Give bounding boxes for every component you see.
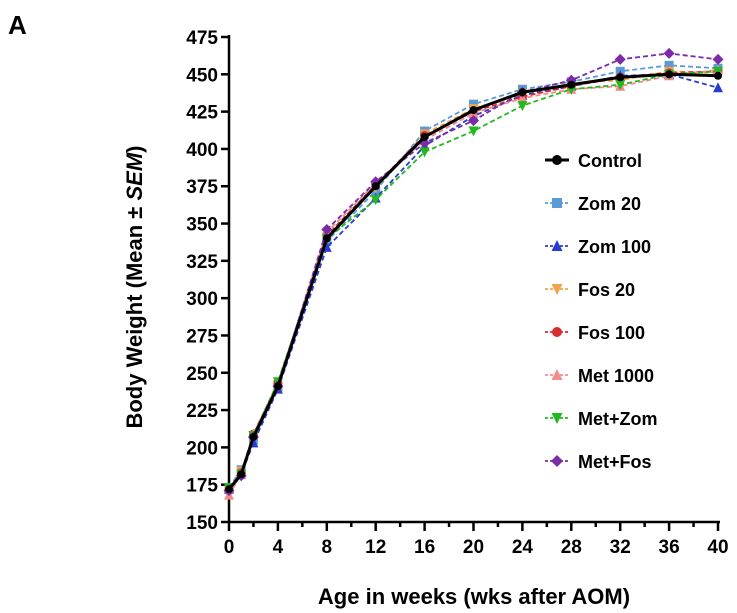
legend-marker bbox=[551, 240, 563, 251]
y-tick-label: 150 bbox=[186, 513, 218, 534]
x-axis: 0 4 8 12 16 20 24 28 32 36 40 bbox=[224, 520, 729, 558]
data-point-met-zom bbox=[517, 101, 528, 112]
legend-marker bbox=[552, 327, 562, 337]
y-tick-label: 175 bbox=[186, 476, 218, 497]
legend-entry-zom-100: Zom 100 bbox=[545, 237, 651, 257]
x-tick-label: 32 bbox=[610, 537, 631, 558]
legend-label: Zom 20 bbox=[578, 194, 641, 214]
x-tick-label: 16 bbox=[414, 537, 435, 558]
legend-marker bbox=[551, 284, 563, 295]
legend-label: Zom 100 bbox=[578, 237, 651, 257]
x-tick-label: 36 bbox=[659, 537, 680, 558]
x-tick-label: 12 bbox=[365, 537, 386, 558]
legend-entry-zom-20: Zom 20 bbox=[545, 194, 641, 214]
x-tick-label: 40 bbox=[707, 537, 728, 558]
legend-label: Fos 100 bbox=[578, 323, 645, 343]
y-axis-title-sem: SEM bbox=[122, 152, 147, 200]
legend-entry-fos-20: Fos 20 bbox=[545, 280, 635, 300]
y-tick-label: 450 bbox=[186, 65, 218, 86]
data-point-control bbox=[371, 182, 380, 191]
legend-entry-fos-100: Fos 100 bbox=[545, 323, 645, 343]
x-axis-title: Age in weeks (wks after AOM) bbox=[318, 584, 630, 609]
data-point-met-fos bbox=[321, 224, 333, 236]
series-control bbox=[225, 70, 722, 494]
data-point-control bbox=[616, 73, 625, 82]
legend-marker bbox=[552, 198, 562, 208]
data-point-control bbox=[249, 432, 258, 441]
y-axis-title: Body Weight (Mean ± SEM) bbox=[122, 145, 147, 428]
y-tick-label: 350 bbox=[186, 215, 218, 236]
panel-label: A bbox=[8, 10, 27, 40]
legend-entry-control: Control bbox=[545, 151, 642, 171]
legend-label: Fos 20 bbox=[578, 280, 635, 300]
x-tick-label: 28 bbox=[561, 537, 582, 558]
legend-marker bbox=[552, 155, 562, 165]
data-point-zom-100 bbox=[713, 82, 723, 93]
x-tick-label: 24 bbox=[512, 537, 534, 558]
legend-label: Met+Fos bbox=[578, 452, 652, 472]
y-tick-label: 275 bbox=[186, 326, 218, 347]
legend-entry-met-zom: Met+Zom bbox=[545, 409, 658, 429]
y-tick-label: 300 bbox=[186, 289, 218, 310]
x-tick-label: 4 bbox=[273, 537, 284, 558]
y-axis: 150 175 200 225 250 275 300 325 350 375 400 425 450 4… bbox=[186, 28, 231, 534]
data-point-met-fos bbox=[663, 47, 675, 59]
legend-marker bbox=[551, 455, 563, 467]
y-tick-label: 250 bbox=[186, 364, 218, 385]
data-point-met-fos bbox=[614, 53, 626, 65]
data-point-control bbox=[237, 470, 246, 479]
data-point-control bbox=[469, 106, 478, 115]
legend-marker bbox=[551, 369, 563, 380]
data-point-control bbox=[665, 70, 674, 79]
data-point-control bbox=[518, 88, 527, 97]
y-tick-label: 325 bbox=[186, 252, 218, 273]
y-tick-label: 375 bbox=[186, 177, 218, 198]
legend: Control Zom 20 Zom 100 Fos 20 Fos 100 Met 100… bbox=[545, 151, 658, 472]
data-point-control bbox=[420, 132, 429, 141]
y-axis-title-main: Body Weight (Mean ± bbox=[122, 201, 147, 429]
data-point-control bbox=[225, 485, 233, 494]
x-tick-label: 0 bbox=[224, 537, 235, 558]
y-tick-label: 475 bbox=[186, 28, 218, 49]
legend-label: Met+Zom bbox=[578, 409, 658, 429]
x-tick-label: 20 bbox=[463, 537, 484, 558]
data-point-met-zom bbox=[468, 126, 479, 137]
data-point-met-zom bbox=[419, 147, 430, 158]
legend-marker bbox=[551, 413, 563, 424]
y-tick-label: 400 bbox=[186, 140, 218, 161]
data-point-control bbox=[273, 382, 282, 391]
y-axis-title-end: ) bbox=[122, 145, 147, 152]
data-point-zom-20 bbox=[664, 60, 674, 70]
data-point-control bbox=[567, 80, 576, 89]
data-point-met-zom bbox=[615, 80, 626, 91]
data-point-met-zom bbox=[370, 195, 381, 206]
data-point-met-fos bbox=[468, 115, 479, 127]
series-met-zom bbox=[224, 66, 723, 494]
legend-label: Met 1000 bbox=[578, 366, 654, 386]
y-tick-label: 425 bbox=[186, 103, 218, 124]
y-tick-label: 200 bbox=[186, 438, 218, 459]
plot-series bbox=[223, 47, 724, 500]
data-point-control bbox=[322, 234, 331, 243]
data-point-control bbox=[714, 71, 722, 80]
legend-entry-met-fos: Met+Fos bbox=[545, 452, 652, 472]
y-tick-label: 225 bbox=[186, 401, 218, 422]
legend-entry-met-1000: Met 1000 bbox=[545, 366, 654, 386]
legend-label: Control bbox=[578, 151, 642, 171]
data-point-met-fos bbox=[712, 53, 724, 65]
x-tick-label: 8 bbox=[322, 537, 333, 558]
